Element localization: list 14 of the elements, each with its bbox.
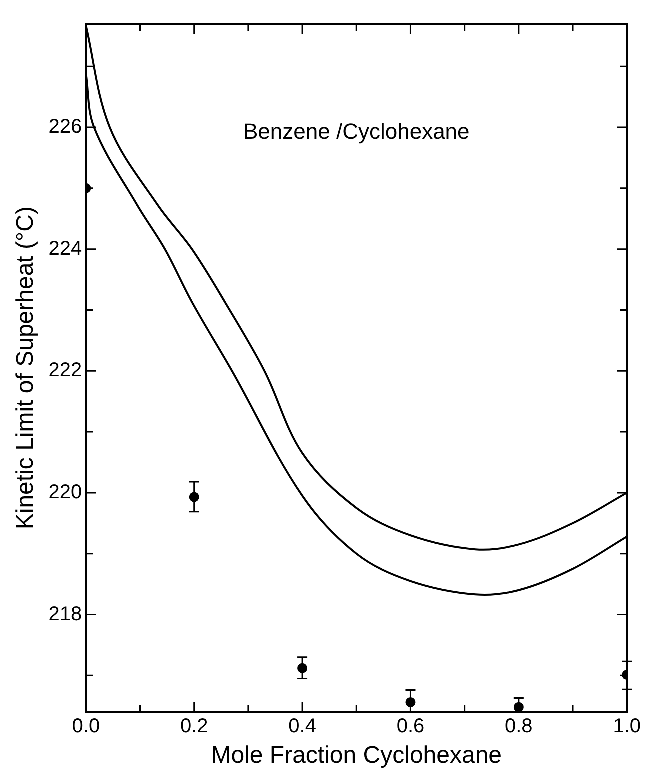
y-tick-label: 218	[48, 603, 82, 626]
y-axis-title: Kinetic Limit of Superheat (°C)	[12, 206, 40, 530]
y-tick-label: 224	[48, 238, 82, 260]
x-tick-label: 0.0	[72, 716, 100, 738]
x-tick-label: 1.0	[613, 716, 642, 738]
y-tick-label: 226	[48, 116, 82, 138]
y-tick-label: 220	[48, 481, 82, 504]
annotation: Benzene /Cyclohexane	[244, 119, 470, 144]
x-tick-label: 0.8	[505, 716, 533, 738]
x-axis-title: Mole Fraction Cyclohexane	[211, 742, 502, 770]
x-tick-label: 0.6	[396, 716, 425, 738]
x-tick-label: 0.2	[180, 716, 208, 738]
y-tick-label: 222	[48, 360, 82, 382]
x-tick-label: 0.4	[288, 716, 316, 738]
